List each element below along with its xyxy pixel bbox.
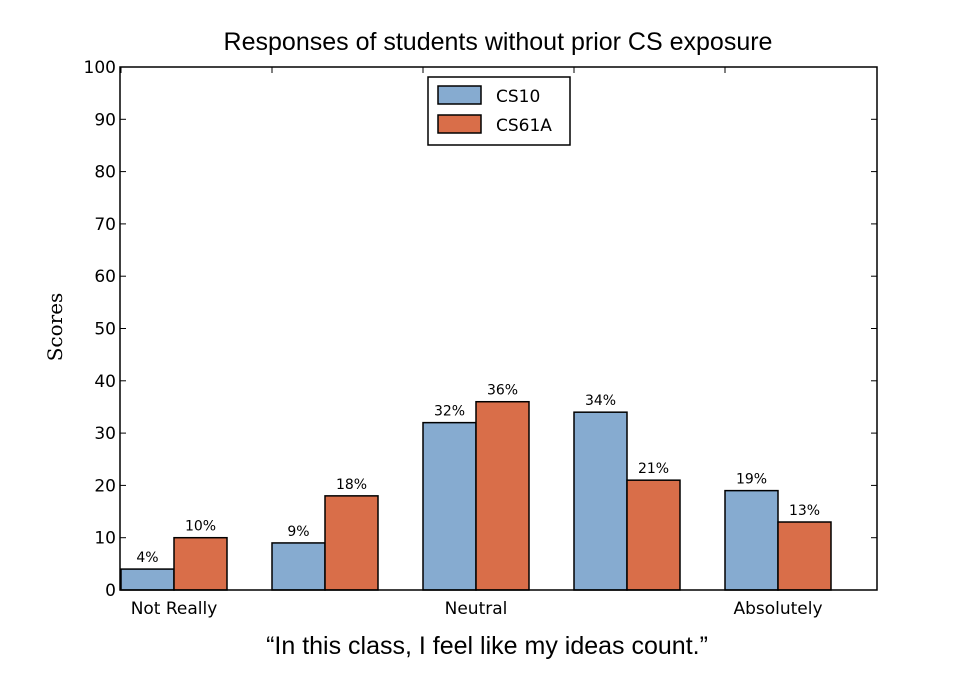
data-label: 13% <box>789 503 820 519</box>
data-label: 9% <box>287 524 309 540</box>
data-label: 19% <box>736 472 767 488</box>
y-tick-label: 10 <box>94 529 116 549</box>
x-tick-label: Neutral <box>445 599 508 619</box>
data-label: 18% <box>336 477 367 493</box>
bar-cs61a <box>475 400 530 591</box>
x-tick-label: Not Really <box>131 599 218 619</box>
x-axis: Not Really Neutral Absolutely <box>120 67 823 619</box>
y-tick-label: 0 <box>105 581 116 601</box>
bar-cs61a <box>777 521 832 591</box>
y-tick-label: 70 <box>94 215 116 235</box>
y-tick-label: 30 <box>94 424 116 444</box>
data-label: 36% <box>487 383 518 399</box>
y-axis-label: Scores <box>43 293 67 362</box>
bar-cs10 <box>724 489 779 591</box>
data-label: 21% <box>638 461 669 477</box>
bars-group <box>120 400 832 591</box>
y-tick-label: 40 <box>94 372 116 392</box>
bar-cs10 <box>422 421 477 591</box>
data-label: 34% <box>585 393 616 409</box>
y-tick-label: 90 <box>94 110 116 130</box>
x-axis-label: “In this class, I feel like my ideas cou… <box>266 632 708 660</box>
bar-cs10 <box>271 542 326 591</box>
legend-swatch <box>437 85 482 105</box>
x-tick-label: Absolutely <box>733 599 822 619</box>
y-axis: 0 10 20 30 40 50 60 70 80 90 100 <box>84 58 877 601</box>
data-labels-group: 4% 9% 32% 34% 19% 10% 18% 36% 21% 13% <box>136 383 820 566</box>
y-tick-label: 20 <box>94 476 116 496</box>
y-tick-label: 80 <box>94 163 116 183</box>
y-tick-label: 100 <box>84 58 116 78</box>
bar-cs61a <box>324 495 379 591</box>
y-tick-label: 50 <box>94 320 116 340</box>
bar-cs10 <box>120 568 175 591</box>
y-tick-label: 60 <box>94 267 116 287</box>
bar-cs61a <box>173 536 228 591</box>
legend-label: CS61A <box>496 116 552 136</box>
plot-frame <box>119 66 878 591</box>
legend-label: CS10 <box>496 87 540 107</box>
data-label: 4% <box>136 550 158 566</box>
chart-title: Responses of students without prior CS e… <box>224 28 773 56</box>
data-label: 32% <box>434 404 465 420</box>
legend-swatch <box>437 114 482 134</box>
bar-cs10 <box>573 411 628 591</box>
data-label: 10% <box>185 519 216 535</box>
bar-cs61a <box>626 479 681 591</box>
legend: CS10 CS61A <box>427 76 571 146</box>
